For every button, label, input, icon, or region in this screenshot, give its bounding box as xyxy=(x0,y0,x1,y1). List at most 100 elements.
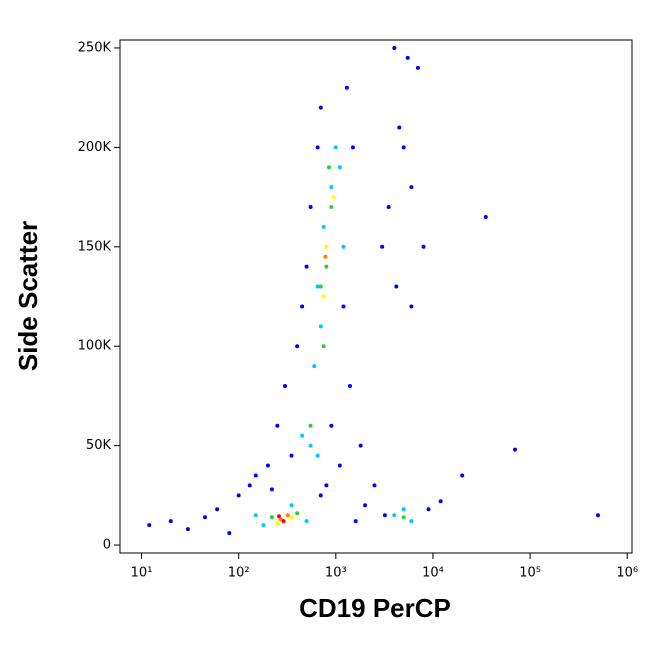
data-point xyxy=(315,284,320,289)
data-point xyxy=(409,519,414,524)
data-point xyxy=(318,324,323,329)
data-point xyxy=(278,517,283,522)
data-point xyxy=(247,483,252,488)
data-point xyxy=(300,304,305,309)
x-tick-label: 10⁴ xyxy=(422,566,444,581)
data-point xyxy=(315,145,320,150)
plot-frame xyxy=(119,39,633,554)
data-point xyxy=(265,463,270,468)
data-point xyxy=(331,195,336,200)
data-point xyxy=(337,463,342,468)
y-tick-label: 50K xyxy=(86,438,112,453)
data-point xyxy=(300,433,305,438)
data-point xyxy=(333,145,338,150)
data-point xyxy=(353,519,358,524)
data-point xyxy=(236,493,241,498)
data-point xyxy=(394,284,399,289)
y-tick-label: 100K xyxy=(78,339,112,354)
data-point xyxy=(253,473,258,478)
data-point xyxy=(483,214,488,219)
data-point xyxy=(358,443,363,448)
data-point xyxy=(341,304,346,309)
data-point xyxy=(460,473,465,478)
x-axis-title: CD19 PerCP xyxy=(299,593,451,623)
data-point xyxy=(324,483,329,488)
data-point xyxy=(308,443,313,448)
data-point xyxy=(337,165,342,170)
x-tick-label: 10¹ xyxy=(131,566,153,581)
data-point xyxy=(261,523,266,528)
data-point xyxy=(386,205,391,210)
y-axis-title: Side Scatter xyxy=(13,221,43,371)
data-point xyxy=(289,503,294,508)
data-point xyxy=(329,423,334,428)
data-point xyxy=(168,519,173,524)
x-tick-label: 10² xyxy=(228,566,250,581)
data-point xyxy=(513,447,518,452)
data-point xyxy=(382,513,387,518)
data-point xyxy=(275,521,280,526)
data-point xyxy=(295,511,300,516)
data-point xyxy=(438,499,443,504)
data-point xyxy=(318,493,323,498)
data-point xyxy=(409,185,414,190)
data-point xyxy=(289,453,294,458)
data-point xyxy=(253,513,258,518)
data-point xyxy=(321,294,326,299)
data-point xyxy=(281,519,286,524)
y-tick-label: 0 xyxy=(103,538,111,553)
data-point xyxy=(269,487,274,492)
data-point xyxy=(421,244,426,249)
data-point xyxy=(415,65,420,70)
data-point xyxy=(289,515,294,520)
data-point xyxy=(185,527,190,532)
data-point xyxy=(276,514,281,519)
data-point xyxy=(363,503,368,508)
data-point xyxy=(318,284,323,289)
data-point xyxy=(348,383,353,388)
data-point xyxy=(595,513,600,518)
data-point xyxy=(304,264,309,269)
data-point xyxy=(315,453,320,458)
data-point xyxy=(215,507,220,512)
data-point xyxy=(269,515,274,520)
data-point xyxy=(295,344,300,349)
data-point xyxy=(350,145,355,150)
data-point xyxy=(312,364,317,369)
data-point xyxy=(380,244,385,249)
y-tick-label: 150K xyxy=(78,239,112,254)
data-point xyxy=(308,423,313,428)
data-point xyxy=(329,185,334,190)
x-tick-label: 10⁵ xyxy=(519,566,541,581)
data-point xyxy=(321,344,326,349)
data-point xyxy=(304,519,309,524)
data-point xyxy=(401,507,406,512)
data-point xyxy=(329,205,334,210)
data-point xyxy=(344,85,349,90)
data-point xyxy=(401,145,406,150)
data-point xyxy=(227,531,232,536)
data-point xyxy=(326,165,331,170)
data-point xyxy=(202,515,207,520)
x-tick-label: 10³ xyxy=(325,566,347,581)
x-tick-label: 10⁶ xyxy=(616,566,638,581)
data-point xyxy=(401,515,406,520)
data-point xyxy=(426,507,431,512)
data-point xyxy=(324,264,329,269)
data-point xyxy=(397,125,402,130)
y-tick-label: 250K xyxy=(78,40,112,55)
data-point xyxy=(283,383,288,388)
data-point xyxy=(275,423,280,428)
data-point xyxy=(323,254,328,259)
data-point xyxy=(392,513,397,518)
y-tick-label: 200K xyxy=(78,140,112,155)
data-point xyxy=(308,205,313,210)
data-point xyxy=(147,523,152,528)
data-point xyxy=(372,483,377,488)
data-point xyxy=(405,55,410,60)
data-point xyxy=(318,105,323,110)
data-point xyxy=(321,224,326,229)
data-point xyxy=(324,244,329,249)
